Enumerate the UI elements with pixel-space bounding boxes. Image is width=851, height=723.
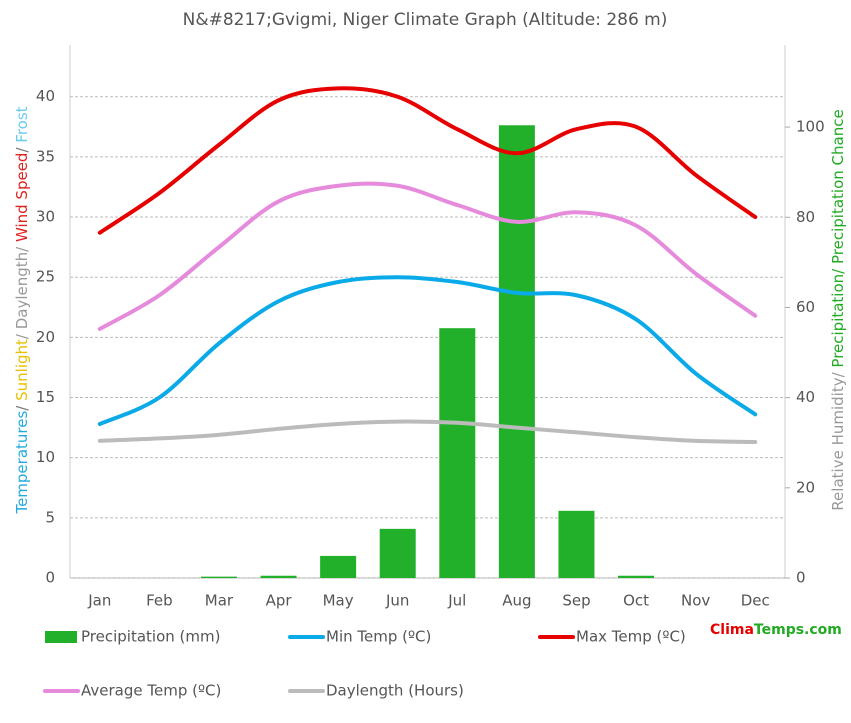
axis-title-part: / Precipitation Chance [829, 109, 847, 274]
y-tick-label: 40 [36, 87, 55, 105]
x-tick-label: Dec [741, 592, 770, 610]
axis-title: Relative Humidity/ Precipitation/ Precip… [829, 109, 847, 510]
legend-label: Min Temp (ºC) [326, 628, 431, 646]
y-tick-label: 5 [45, 508, 55, 526]
legend-swatch [45, 631, 77, 643]
axis-title: Temperatures/ Sunlight/ Daylength/ Wind … [13, 106, 31, 514]
axis-title-part: Sunlight [13, 339, 31, 401]
axis-title-part: Temperatures [13, 411, 31, 515]
y-tick-label: 30 [36, 208, 55, 226]
x-tick-label: May [323, 592, 354, 610]
y-tick-label: 20 [36, 328, 55, 346]
bar [618, 575, 655, 578]
axis-title-part: Wind Speed [13, 153, 31, 243]
x-tick-label: Sep [562, 592, 590, 610]
axis-title-part: / Daylength/ [13, 242, 31, 339]
x-tick-label: Oct [623, 592, 649, 610]
y2-tick-label: 40 [796, 388, 815, 406]
line [97, 181, 758, 331]
x-tick-label: Jul [447, 592, 466, 610]
axis-title-part: Relative Humidity/ [829, 368, 847, 511]
logo-part: Clima [710, 622, 754, 638]
x-tick-label: Nov [681, 592, 710, 610]
bar [379, 528, 416, 578]
x-tick-label: Aug [502, 592, 531, 610]
y-tick-label: 10 [36, 448, 55, 466]
axis-title-part: Precipitation [829, 274, 847, 368]
x-tick-label: Feb [146, 592, 173, 610]
bar [320, 555, 357, 578]
bar [498, 125, 535, 578]
x-tick-label: Mar [205, 592, 234, 610]
line [97, 86, 758, 235]
legend-label: Average Temp (ºC) [81, 682, 221, 700]
x-tick-label: Jan [87, 592, 111, 610]
axis-title-part: Frost [13, 106, 31, 142]
y2-tick-label: 20 [796, 478, 815, 496]
y2-tick-label: 80 [796, 208, 815, 226]
bar [200, 576, 237, 578]
bar [260, 575, 297, 578]
axis-title-part: / [13, 143, 31, 153]
legend-label: Max Temp (ºC) [576, 628, 686, 646]
y2-tick-label: 100 [796, 118, 825, 136]
line [97, 275, 758, 426]
y-tick-label: 35 [36, 147, 55, 165]
legend-label: Precipitation (mm) [81, 628, 220, 646]
y2-tick-label: 0 [796, 569, 806, 587]
x-tick-label: Apr [266, 592, 293, 610]
y-tick-label: 0 [45, 569, 55, 587]
bar [558, 510, 595, 578]
logo: ClimaTemps.com [710, 622, 842, 638]
y2-tick-label: 60 [796, 298, 815, 316]
legend-label: Daylength (Hours) [326, 682, 464, 700]
y-tick-label: 25 [36, 268, 55, 286]
logo-part: Temps.com [754, 622, 842, 638]
x-tick-label: Jun [385, 592, 409, 610]
axis-title-part: / [13, 401, 31, 411]
chart-title: N&#8217;Gvigmi, Niger Climate Graph (Alt… [183, 10, 668, 30]
bar [439, 328, 476, 578]
line [97, 419, 758, 445]
y-tick-label: 15 [36, 388, 55, 406]
